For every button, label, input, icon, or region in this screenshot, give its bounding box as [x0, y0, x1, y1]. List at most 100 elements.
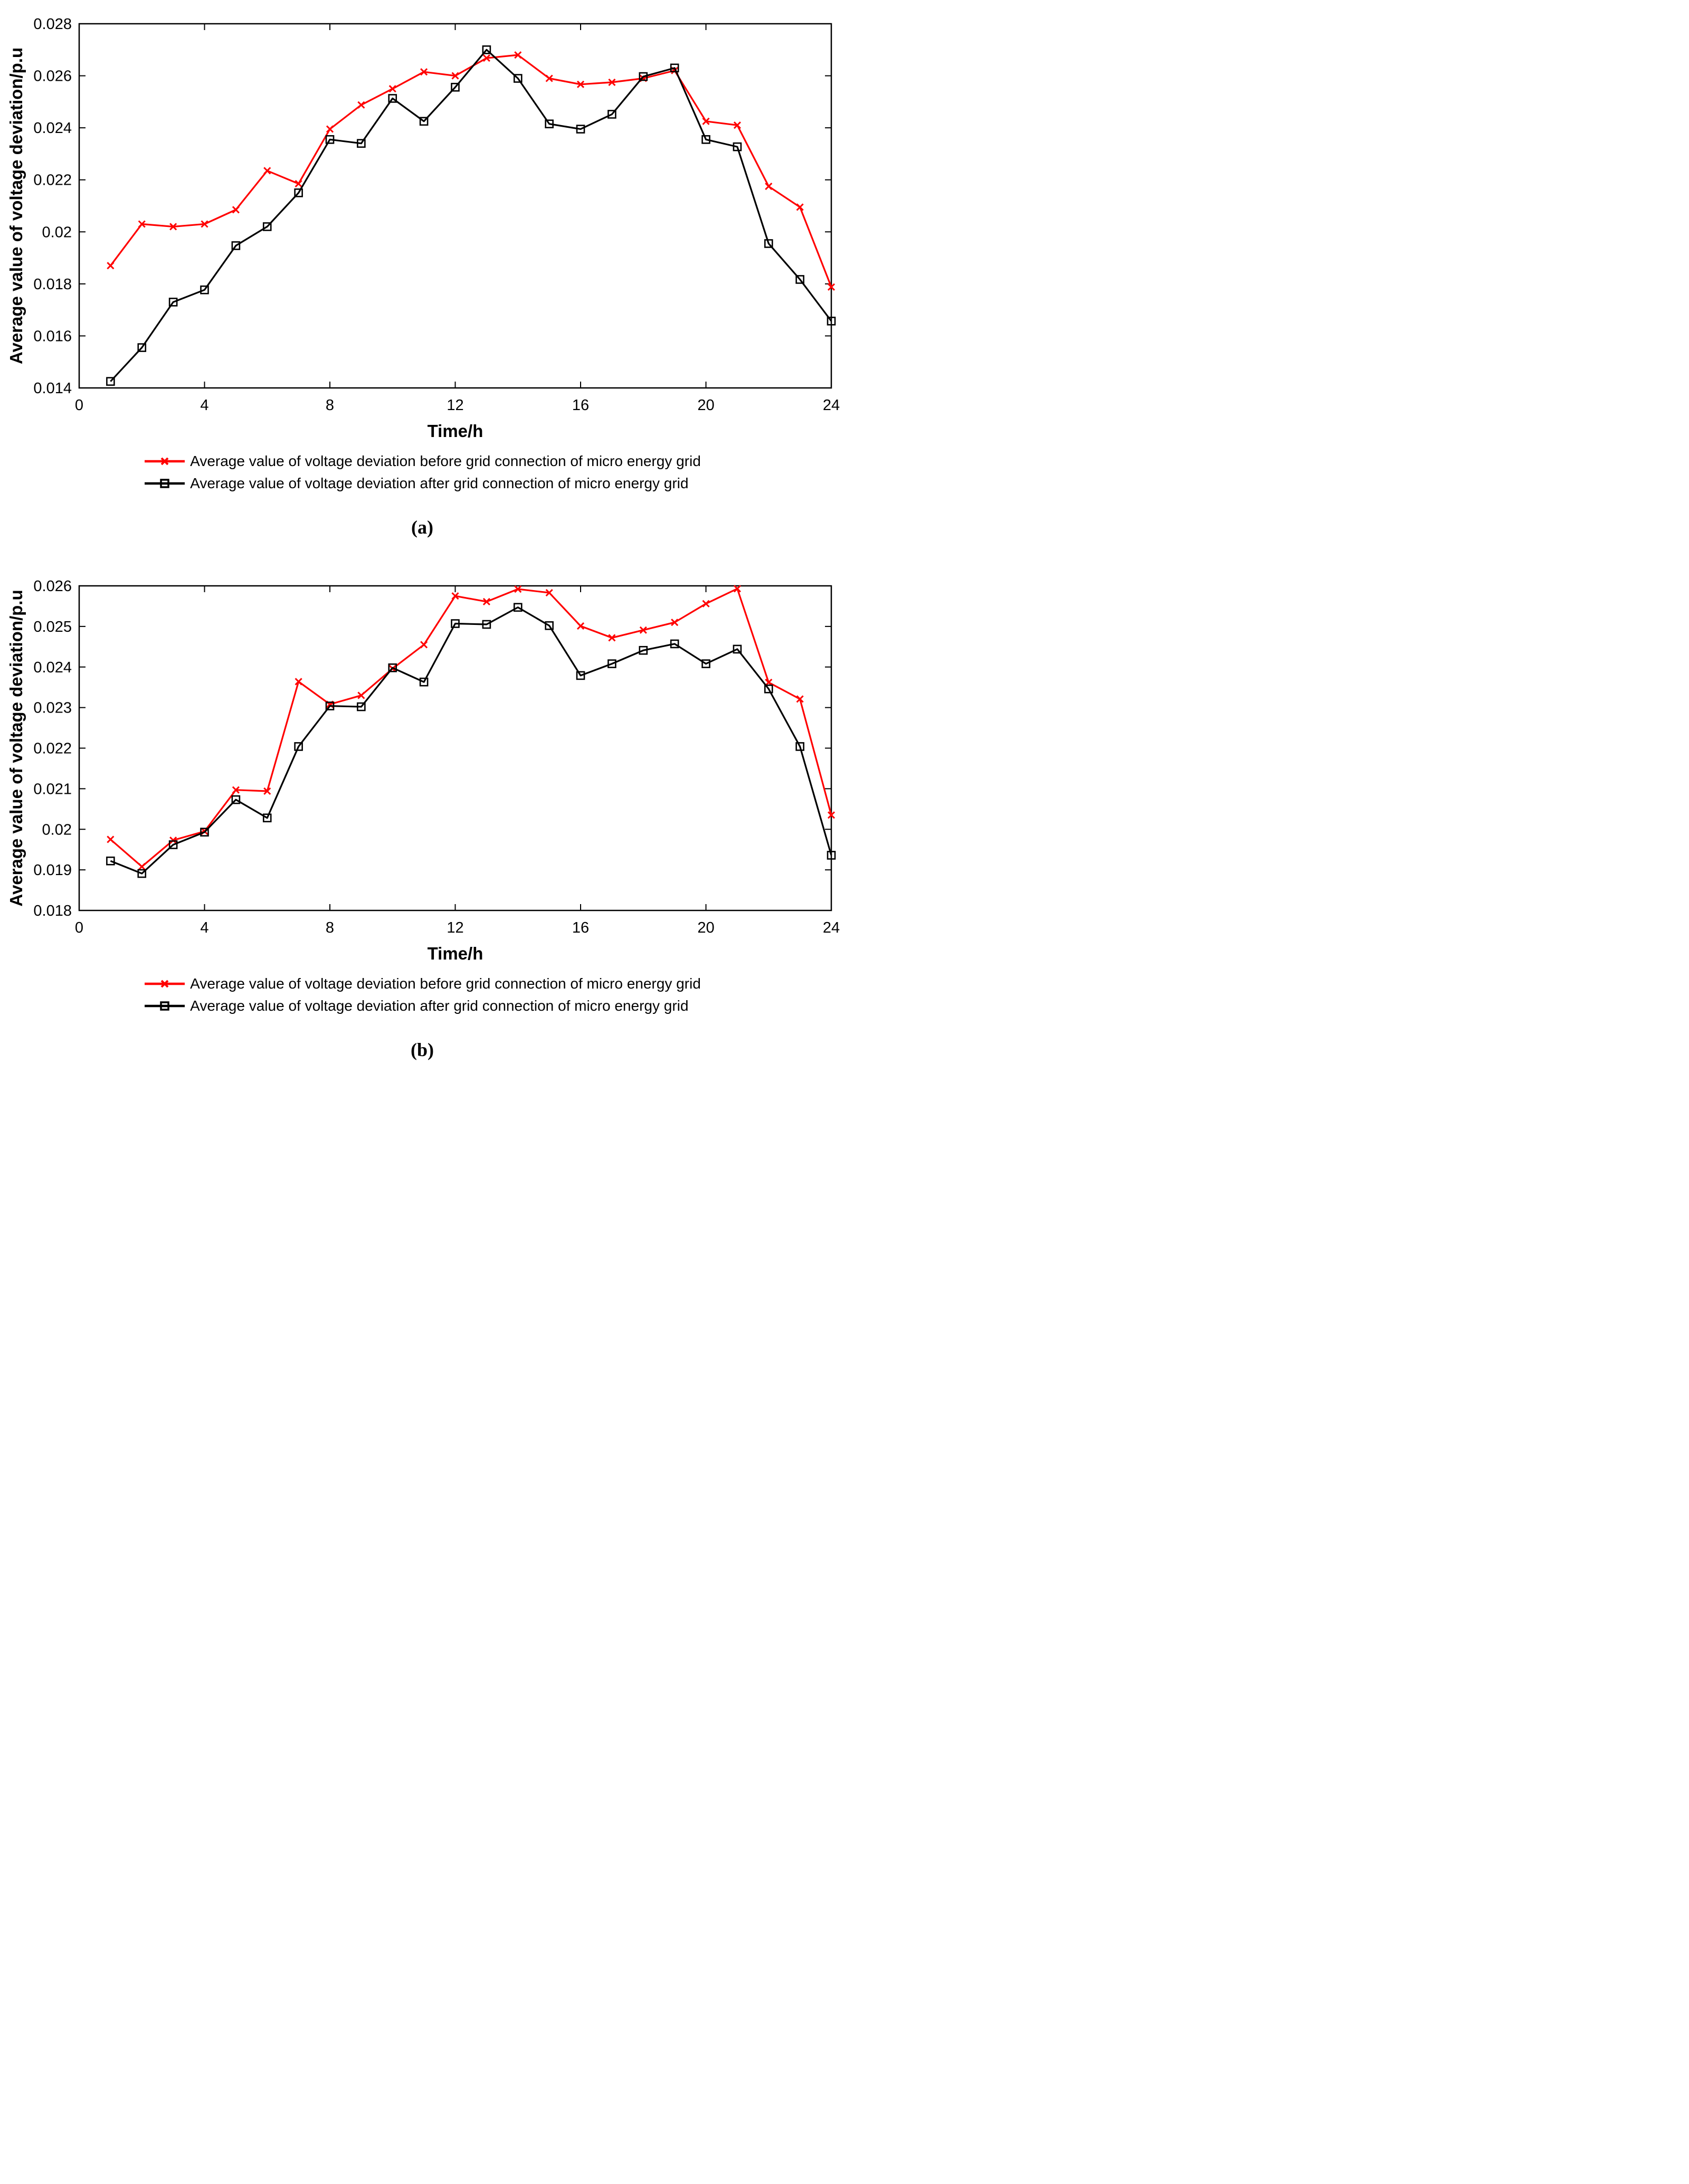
x-marker-icon — [482, 597, 490, 606]
x-marker-icon — [514, 51, 522, 59]
x-marker-icon — [107, 262, 115, 270]
square-marker-icon — [231, 241, 241, 250]
legend-label-after: Average value of voltage deviation after… — [190, 475, 689, 491]
x-tick-label: 12 — [447, 919, 463, 936]
legend-x-marker-icon — [160, 980, 169, 988]
y-tick-label: 0.02 — [42, 224, 72, 241]
x-tick-label: 0 — [75, 919, 83, 936]
x-marker-icon — [765, 182, 773, 191]
square-marker-icon — [200, 828, 209, 837]
x-tick-label: 12 — [447, 397, 463, 414]
x-tick-label: 20 — [697, 919, 714, 936]
square-marker-icon — [795, 742, 804, 751]
square-marker-icon — [639, 645, 648, 655]
legend-item-after: Average value of voltage deviation after… — [144, 995, 701, 1017]
square-marker-icon — [137, 869, 147, 878]
square-marker-icon — [388, 94, 397, 103]
x-marker-icon — [357, 691, 365, 699]
chart-b-canvas: 0 4 8 12 16 20 24 0.018 0.019 0.02 0.021 0.022 0.023… — [6, 578, 840, 963]
square-marker-icon — [764, 239, 773, 248]
square-marker-icon — [294, 188, 303, 197]
x-marker-icon — [576, 80, 585, 88]
x-tick-label: 16 — [572, 919, 589, 936]
x-marker-icon — [295, 678, 302, 686]
x-marker-icon — [608, 78, 616, 86]
y-tick-label: 0.028 — [33, 16, 72, 33]
x-marker-icon — [169, 223, 177, 231]
legend-label-before: Average value of voltage deviation befor… — [190, 975, 701, 992]
square-marker-icon — [388, 663, 397, 672]
x-marker-icon — [671, 619, 679, 626]
y-tick-label: 0.014 — [33, 380, 72, 397]
x-marker-icon — [702, 117, 710, 125]
y-tick-label: 0.026 — [33, 578, 72, 595]
square-marker-icon — [419, 677, 429, 687]
square-marker-icon — [357, 702, 366, 711]
x-marker-icon — [702, 600, 710, 607]
y-tick-label: 0.026 — [33, 68, 72, 85]
x-tick-label: 8 — [326, 397, 334, 414]
x-marker-icon — [827, 811, 836, 819]
y-tick-label: 0.021 — [33, 781, 72, 797]
legend-item-after: Average value of voltage deviation after… — [144, 473, 701, 494]
square-marker-icon — [795, 275, 804, 284]
x-marker-icon — [545, 589, 553, 597]
panel-b: 0 4 8 12 16 20 24 0.018 0.019 0.02 0.021 0.022 0.023… — [0, 567, 844, 1061]
square-marker-icon — [576, 671, 585, 680]
legend-x-marker-icon — [160, 457, 169, 466]
series-line-after — [110, 606, 832, 875]
x-marker-icon — [576, 622, 585, 630]
x-marker-icon — [201, 220, 208, 228]
x-marker-icon — [733, 121, 741, 129]
caption-b: (b) — [411, 1039, 434, 1060]
square-marker-icon — [106, 856, 115, 866]
legend-square-marker-icon — [160, 479, 169, 488]
legend-item-before: Average value of voltage deviation befor… — [144, 973, 701, 994]
x-tick-label: 4 — [200, 397, 208, 414]
x-tick-label: 16 — [572, 397, 589, 414]
x-marker-icon — [765, 678, 773, 687]
square-marker-icon — [262, 222, 272, 231]
series-line-before — [110, 587, 832, 868]
plot-border — [78, 585, 832, 911]
square-marker-icon — [608, 110, 616, 119]
x-tick-label: 24 — [823, 919, 840, 936]
y-tick-label: 0.023 — [33, 700, 72, 717]
square-marker-icon — [451, 619, 460, 628]
x-marker-icon — [451, 72, 459, 80]
square-marker-icon — [137, 343, 147, 352]
square-marker-icon — [200, 285, 209, 295]
y-axis-title: Average value of voltage deviation/p.u — [6, 590, 26, 906]
square-marker-icon — [827, 317, 836, 326]
x-marker-icon — [232, 206, 240, 214]
square-marker-icon — [733, 644, 742, 654]
square-marker-icon — [670, 639, 679, 649]
x-marker-icon — [138, 220, 146, 228]
square-marker-icon — [701, 135, 710, 144]
x-marker-icon — [326, 125, 334, 133]
y-tick-label: 0.022 — [33, 740, 72, 757]
caption-a: (a) — [411, 517, 433, 538]
square-marker-icon — [482, 620, 491, 629]
x-marker-icon — [482, 54, 490, 62]
x-marker-icon — [263, 787, 271, 795]
square-marker-icon — [357, 139, 366, 148]
x-marker-icon — [514, 585, 522, 593]
y-tick-label: 0.024 — [33, 659, 72, 676]
x-marker-icon — [232, 786, 240, 794]
square-marker-icon — [827, 851, 836, 860]
x-marker-icon — [827, 283, 836, 291]
x-marker-icon — [107, 835, 115, 843]
x-axis-title: Time/h — [428, 944, 483, 963]
square-marker-icon — [545, 119, 554, 129]
x-marker-icon — [733, 585, 741, 593]
x-marker-icon — [608, 634, 616, 642]
square-marker-icon — [294, 742, 303, 751]
x-tick-label: 4 — [200, 919, 208, 936]
x-marker-icon — [796, 203, 804, 211]
square-marker-icon — [325, 701, 335, 710]
y-tick-label: 0.018 — [33, 276, 72, 293]
y-tick-label: 0.022 — [33, 172, 72, 189]
square-marker-icon — [106, 377, 115, 386]
x-tick-label: 8 — [326, 919, 334, 936]
